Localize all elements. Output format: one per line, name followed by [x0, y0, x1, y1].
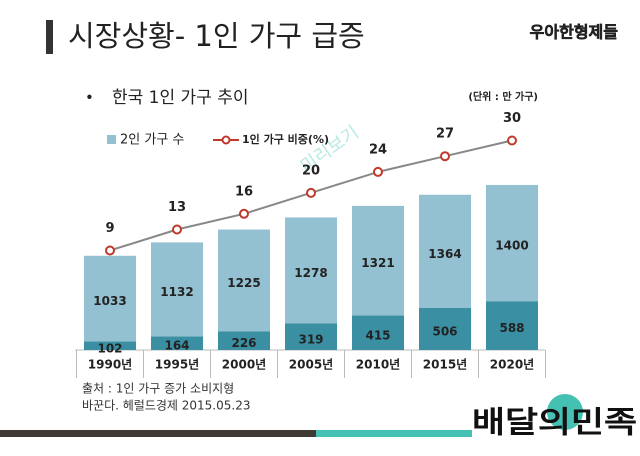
bar-value-label: 1321: [361, 256, 394, 270]
legend-label: 2인 가구 수: [120, 133, 184, 148]
x-tick-label: 2005년: [289, 358, 333, 372]
bar: [84, 341, 136, 350]
line-marker: [239, 208, 249, 219]
line-marker: [306, 187, 316, 198]
bar-value-label: 1225: [227, 276, 260, 290]
line-value-label: 20: [302, 163, 320, 178]
x-tick-label: 1995년: [155, 358, 199, 372]
line-marker: [440, 151, 450, 162]
chart: 1990년 1995년 2000년 2005년 2010년 2015년 2020년 102 16…: [76, 111, 546, 378]
x-tick-label: 2015년: [423, 358, 467, 372]
brand-icon: [547, 394, 583, 430]
line-value-label: 16: [235, 184, 253, 199]
bar-value-label: 1033: [93, 294, 126, 308]
legend-swatch: [107, 135, 116, 144]
logo: 우아한형제들: [530, 23, 619, 42]
x-tick-label: 2020년: [490, 358, 534, 372]
legend-label: 1인 가구 비중(%): [242, 132, 329, 146]
footer-bar: [0, 430, 316, 437]
bar: [352, 315, 404, 350]
line-value-label: 30: [503, 111, 521, 126]
bar-value-label: 1132: [160, 285, 193, 299]
bullet-text: 한국 1인 가구 추이: [112, 88, 249, 108]
bar: [84, 255, 136, 342]
bar: [218, 229, 270, 332]
x-tick-label: 1990년: [88, 358, 132, 372]
bar-value-label: 506: [432, 324, 457, 338]
bar-value-label: 1364: [428, 247, 461, 261]
bar-value-label: 164: [164, 339, 189, 353]
line-value-label: 27: [436, 127, 454, 142]
line-value-label: 24: [369, 142, 387, 157]
bar-value-label: 588: [499, 321, 524, 335]
source-line: 출처 : 1인 가구 증가 소비지형: [82, 382, 234, 396]
bar-value-label: 319: [298, 332, 323, 346]
bar: [218, 331, 270, 350]
bar: [486, 301, 538, 350]
x-tick-label: 2010년: [356, 358, 400, 372]
line-value-label: 9: [105, 221, 114, 236]
bar: [151, 242, 203, 337]
line-marker: [507, 135, 517, 146]
bar-value-label: 1278: [294, 266, 327, 280]
unit: (단위 : 만 가구): [468, 90, 538, 103]
brand: 배달의민족: [472, 406, 637, 441]
bar-value-label: 102: [97, 341, 122, 355]
bar: [486, 184, 538, 302]
line-marker: [105, 245, 115, 256]
footer-bar: [316, 430, 472, 437]
source-line: 바꾼다. 헤럴드경제 2015.05.23: [82, 399, 250, 413]
bar-value-label: 415: [365, 328, 390, 342]
bar: [419, 307, 471, 350]
bar: [285, 323, 337, 350]
bar: [285, 217, 337, 324]
title-marker: [46, 20, 53, 54]
line-value-label: 13: [168, 200, 186, 215]
bar: [419, 194, 471, 308]
bar: [352, 205, 404, 316]
line-marker: [172, 224, 182, 235]
bullet-dot: •: [85, 89, 94, 107]
x-tick-label: 2000년: [222, 358, 266, 372]
bar: [151, 336, 203, 350]
legend-marker: [221, 135, 231, 145]
bar-value-label: 226: [231, 336, 256, 350]
title: 시장상황- 1인 가구 급증: [68, 19, 365, 53]
line-marker: [373, 166, 383, 177]
bar-value-label: 1400: [495, 239, 528, 253]
